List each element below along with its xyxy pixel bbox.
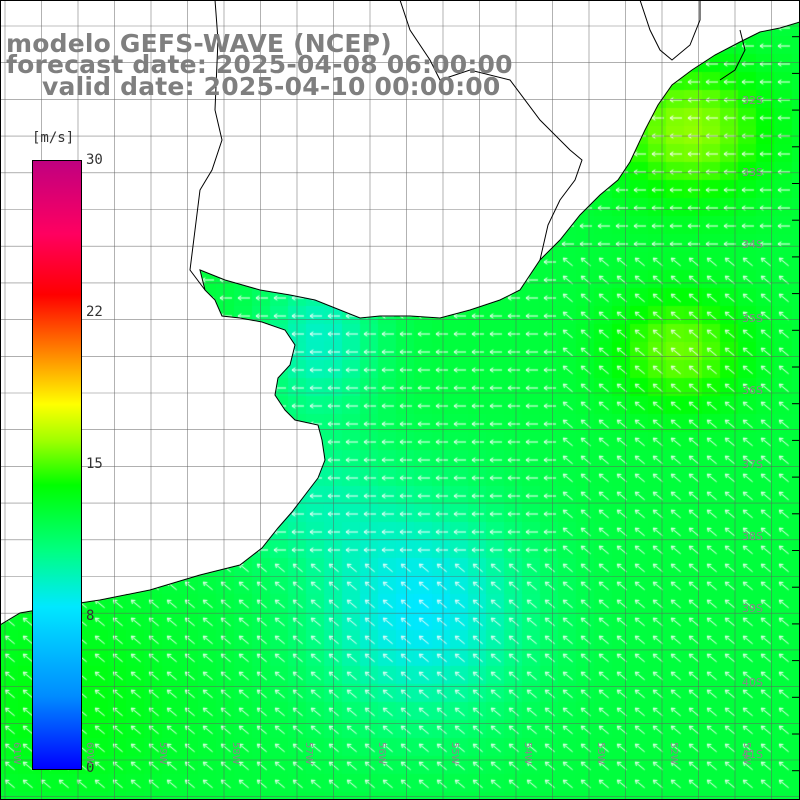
coast-detail bbox=[719, 29, 746, 81]
colorbar-tick-22: 22 bbox=[86, 304, 103, 320]
lat-label-39s: 39S bbox=[742, 602, 763, 615]
lon-label-61w: 61W bbox=[11, 742, 22, 765]
lat-label-34s: 34S bbox=[742, 238, 763, 251]
country-border bbox=[399, 0, 583, 261]
coastline bbox=[0, 21, 800, 626]
valid-date: valid date: 2025-04-10 00:00:00 bbox=[42, 72, 501, 101]
river-border bbox=[189, 0, 223, 291]
colorbar-tick-8: 8 bbox=[86, 608, 95, 624]
colorbar-unit: [m/s] bbox=[32, 130, 75, 146]
lat-label-32s: 32S bbox=[742, 94, 763, 107]
lon-label-54w: 54W bbox=[522, 742, 533, 765]
colorbar-tick-15: 15 bbox=[86, 456, 103, 472]
lon-label-52w: 52W bbox=[668, 742, 679, 765]
lat-label-37s: 37S bbox=[742, 458, 763, 471]
colorbar-tick-0: 0 bbox=[86, 760, 95, 776]
lon-label-60w: 60W bbox=[84, 742, 95, 765]
lon-label-55w: 55W bbox=[449, 742, 460, 765]
model-title: modelo GEFS-WAVE (NCEP) bbox=[6, 29, 392, 58]
lon-label-57w: 57W bbox=[303, 742, 314, 765]
lat-label-40s: 40S bbox=[742, 676, 763, 689]
lon-label-58w: 58W bbox=[230, 742, 241, 765]
colorbar bbox=[32, 160, 82, 770]
lat-label-41s: 41S bbox=[742, 748, 763, 761]
colorbar-tick-30: 30 bbox=[86, 152, 103, 168]
lon-label-51w: 51W bbox=[741, 742, 752, 765]
lon-label-59w: 59W bbox=[157, 742, 168, 765]
lat-label-36s: 36S bbox=[742, 384, 763, 397]
lat-label-35s: 35S bbox=[742, 312, 763, 325]
lat-label-38s: 38S bbox=[742, 530, 763, 543]
lon-label-53w: 53W bbox=[595, 742, 606, 765]
lagoon-outline bbox=[639, 0, 701, 61]
lon-label-56w: 56W bbox=[376, 742, 387, 765]
forecast-date: forecast date: 2025-04-08 06:00:00 bbox=[6, 50, 513, 79]
lat-label-33s: 33S bbox=[742, 166, 763, 179]
